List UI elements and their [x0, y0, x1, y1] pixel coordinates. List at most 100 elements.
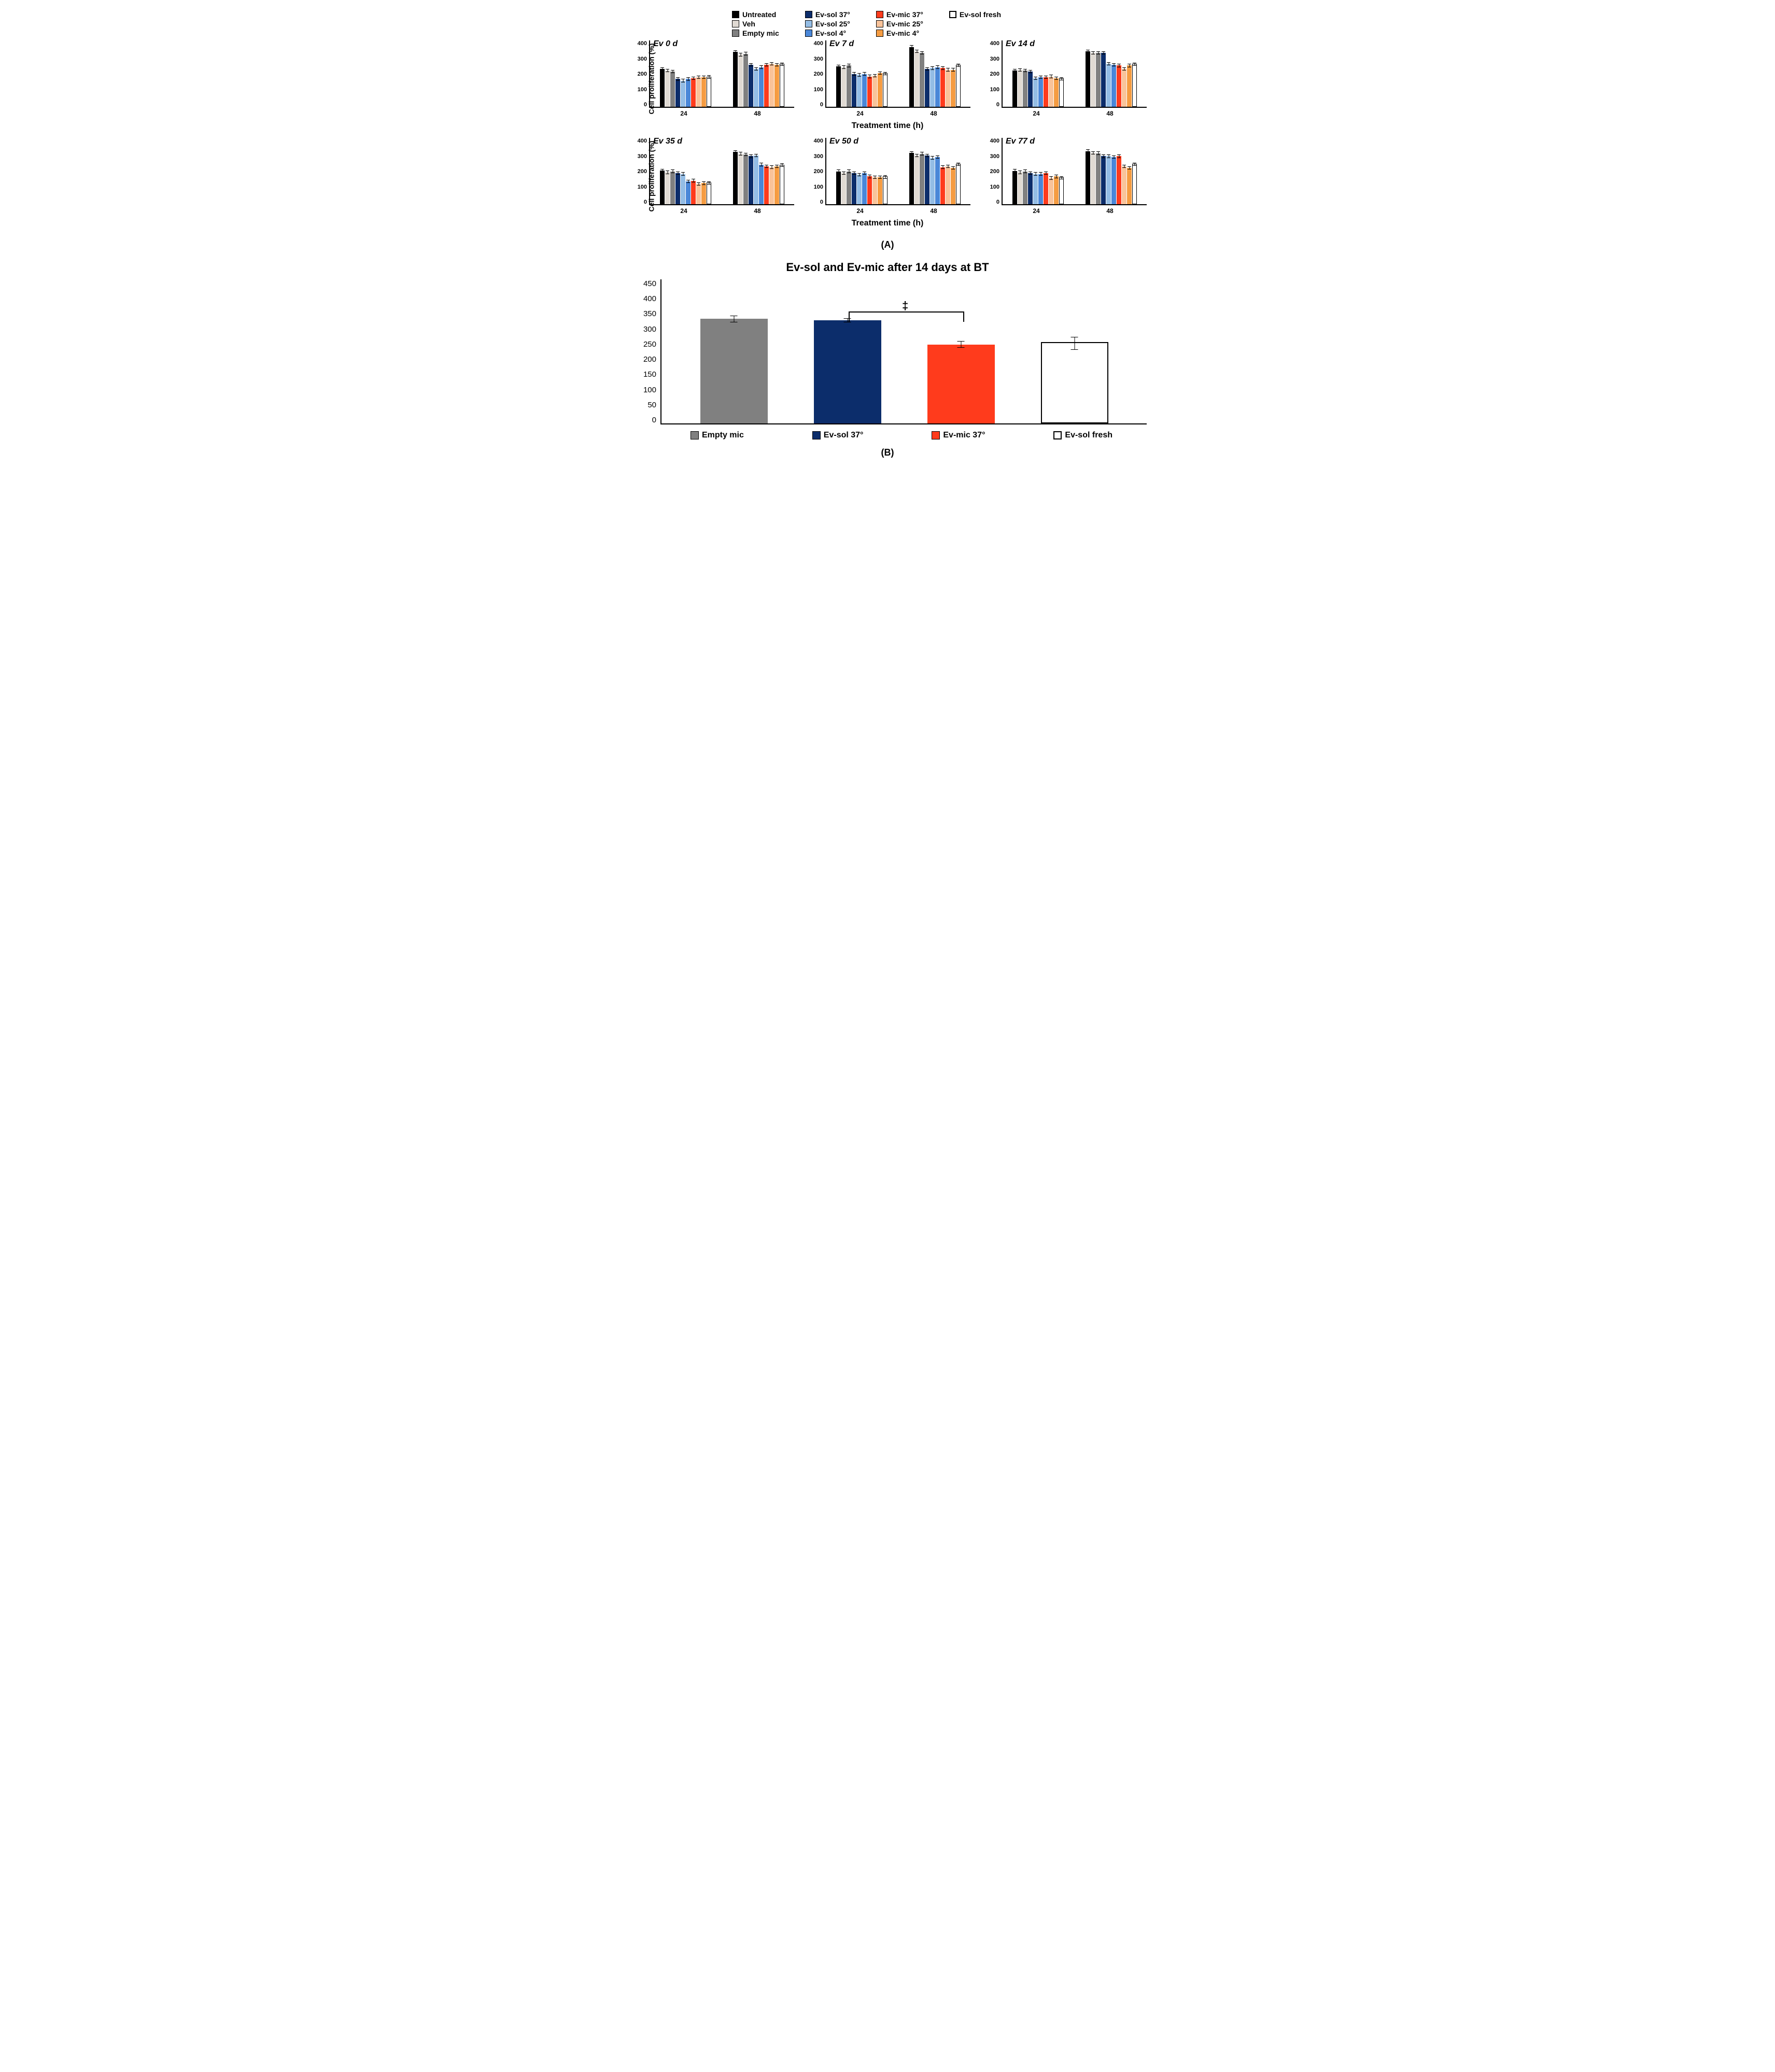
- ytick-label: 400: [814, 138, 823, 144]
- bar: [1111, 157, 1116, 204]
- legend-label: Veh: [742, 20, 755, 28]
- bar: [847, 65, 851, 107]
- ytick-label: 400: [990, 40, 999, 47]
- legend-label: Ev-sol 25°: [815, 20, 850, 28]
- bar: [1132, 164, 1137, 204]
- bar: [1122, 166, 1126, 204]
- bar: [940, 167, 945, 205]
- legend-top: UntreatedVehEmpty micEv-sol 37°Ev-sol 25…: [628, 10, 1147, 40]
- bar: [759, 67, 764, 107]
- legend-label: Ev-mic 37°: [943, 431, 985, 440]
- bar: [1117, 156, 1121, 204]
- bar: [691, 78, 696, 107]
- bar: [665, 70, 670, 107]
- bar: [862, 173, 867, 204]
- bar: [1122, 69, 1126, 107]
- ytick-label: 0: [644, 199, 647, 205]
- legend-label: Ev-sol 4°: [815, 29, 846, 37]
- ytick-label: 200: [814, 168, 823, 175]
- ytick-label: 400: [638, 138, 647, 144]
- bar: [841, 67, 846, 107]
- bar: [764, 166, 769, 204]
- color-swatch: [805, 20, 812, 27]
- ytick-label: 400: [990, 138, 999, 144]
- bar: [925, 69, 929, 107]
- bar: [867, 176, 872, 204]
- legend-item: Ev-sol 37°: [812, 431, 864, 440]
- legend-item: Ev-mic 37°: [876, 10, 923, 19]
- bar: [1132, 64, 1137, 107]
- bar: [1111, 65, 1116, 107]
- bar: [1096, 153, 1101, 204]
- ytick-label: 0: [820, 199, 823, 205]
- ytick-label: 300: [638, 153, 647, 160]
- color-swatch: [732, 11, 739, 18]
- bar: [847, 172, 851, 204]
- bar: [754, 69, 758, 107]
- panel-title: Ev 7 d: [829, 39, 854, 49]
- legend-item: Ev-mic 4°: [876, 29, 923, 37]
- legend-label: Ev-mic 25°: [886, 20, 923, 28]
- bar: [701, 77, 706, 107]
- bar: [733, 52, 738, 107]
- ytick-label: 200: [990, 168, 999, 175]
- panel-b-title: Ev-sol and Ev-mic after 14 days at BT: [628, 261, 1147, 274]
- bar: [946, 70, 950, 107]
- bar: [1033, 78, 1038, 107]
- color-swatch: [812, 431, 821, 439]
- bar: [841, 173, 846, 204]
- bar: [660, 171, 665, 204]
- significance-label: ‡: [902, 299, 908, 313]
- legend-item: Ev-sol 25°: [805, 20, 850, 28]
- bar: [1096, 53, 1101, 107]
- legend-label: Empty mic: [702, 431, 744, 440]
- bar: [878, 73, 882, 107]
- bar: [1018, 70, 1022, 107]
- panel-a-grid: Ev 0 d40030020010002448Cell proliferatio…: [628, 40, 1147, 232]
- bar: [1023, 172, 1027, 204]
- legend-label: Empty mic: [742, 29, 779, 37]
- bar: [670, 72, 675, 107]
- panel-a-subpanel: Ev 14 d40030020010002448: [981, 40, 1147, 117]
- ytick-label: 100: [814, 87, 823, 93]
- bar: [883, 176, 888, 204]
- bar: [914, 51, 919, 107]
- bar: [836, 66, 841, 107]
- ytick-label: 200: [814, 71, 823, 77]
- xtick-label: 48: [930, 110, 937, 117]
- ytick-label: 100: [638, 87, 647, 93]
- bar: [1101, 53, 1106, 107]
- ytick-label: 0: [996, 199, 999, 205]
- bar: [951, 70, 955, 107]
- bar: [920, 154, 924, 205]
- bar: [814, 320, 881, 423]
- xlabel: Treatment time (h): [628, 219, 1147, 228]
- bar: [1028, 173, 1033, 204]
- bar: [700, 319, 768, 423]
- ytick-label: 200: [990, 71, 999, 77]
- bar: [914, 155, 919, 204]
- xtick-label: 48: [930, 207, 937, 215]
- bar: [1041, 342, 1108, 423]
- bar: [1059, 177, 1064, 204]
- panel-b-plot: ‡: [660, 279, 1147, 424]
- color-swatch: [805, 30, 812, 37]
- bar: [1086, 151, 1090, 204]
- bar: [1033, 174, 1038, 205]
- bar: [1044, 77, 1048, 107]
- bar: [754, 155, 758, 204]
- legend-item: Ev-sol 37°: [805, 10, 850, 19]
- legend-item: Ev-mic 25°: [876, 20, 923, 28]
- bar: [857, 175, 862, 204]
- bar: [701, 183, 706, 204]
- bar: [696, 77, 701, 107]
- bar: [956, 65, 961, 107]
- legend-label: Ev-sol fresh: [1065, 431, 1112, 440]
- legend-item: Veh: [732, 20, 779, 28]
- label-b: (B): [628, 447, 1147, 458]
- bar: [681, 174, 685, 205]
- legend-label: Ev-mic 4°: [886, 29, 919, 37]
- bar: [951, 168, 955, 204]
- bar: [738, 154, 743, 205]
- legend-item: Empty mic: [691, 431, 744, 440]
